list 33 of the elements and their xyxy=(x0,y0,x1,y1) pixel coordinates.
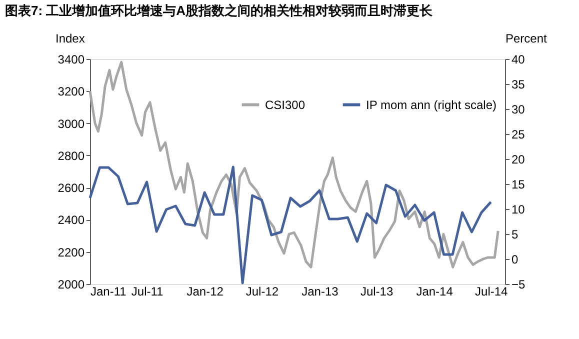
line-series xyxy=(88,60,500,268)
y-axis-title: Index xyxy=(56,32,85,46)
y-tick-label: 2000 xyxy=(58,278,85,292)
x-tick-label: Jan-11 xyxy=(90,284,127,298)
x-tick-label: Jul-11 xyxy=(131,284,164,298)
y2-tick-label: 25 xyxy=(512,128,526,142)
y2-tick-label: 20 xyxy=(512,152,526,166)
x-tick-label: Jan-13 xyxy=(302,284,339,298)
line-series xyxy=(88,166,492,284)
x-tick-label: Jul-14 xyxy=(475,284,508,298)
y2-tick-label: −5 xyxy=(512,278,526,292)
y2-axis-title: Percent xyxy=(506,32,548,46)
x-tick-label: Jul-12 xyxy=(246,284,279,298)
x-tick-label: Jul-13 xyxy=(360,284,394,298)
y-tick-label: 2400 xyxy=(58,213,85,228)
y2-tick-label: 15 xyxy=(512,178,526,192)
y2-tick-label: 35 xyxy=(512,78,526,92)
y2-tick-label: 5 xyxy=(512,228,518,242)
y2-tick-label: 30 xyxy=(512,102,526,116)
y2-tick-label: 0 xyxy=(512,252,518,266)
legend-label: IP mom ann (right scale) xyxy=(366,98,496,112)
y2-tick-label: 40 xyxy=(512,52,526,66)
chart-title: 图表7: 工业增加值环比增速与A股指数之间的相关性相对较弱而且时滞更长 xyxy=(5,3,434,18)
x-tick-label: Jan-14 xyxy=(416,284,454,298)
y-tick-label: 2200 xyxy=(58,245,85,260)
legend-label: CSI300 xyxy=(265,98,306,112)
y-tick-label: 3200 xyxy=(58,84,85,99)
x-tick-label: Jan-12 xyxy=(186,284,224,298)
y2-tick-label: 10 xyxy=(512,202,526,216)
y-tick-label: 3400 xyxy=(58,52,85,66)
y-tick-label: 2800 xyxy=(58,148,85,163)
y-tick-label: 3000 xyxy=(58,116,85,131)
y-tick-label: 2600 xyxy=(58,181,85,196)
